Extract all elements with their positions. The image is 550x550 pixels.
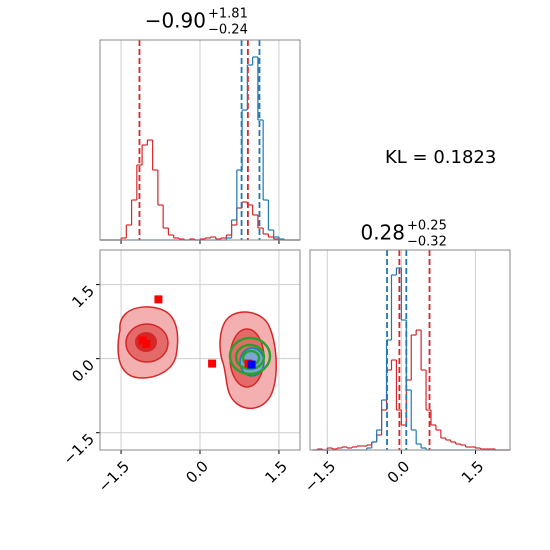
axes-frame — [309, 249, 511, 451]
axes-frame — [99, 39, 301, 241]
contour-green — [234, 343, 266, 371]
contour-green — [228, 336, 272, 376]
marker — [142, 339, 151, 348]
contours — [117, 306, 277, 410]
title-main: −0.90 — [145, 9, 206, 33]
marker — [154, 295, 163, 304]
axes-frame — [99, 249, 301, 451]
title-plus: +0.25 — [407, 219, 447, 234]
title-minus: −0.24 — [208, 23, 248, 38]
title-plus: +1.81 — [208, 7, 248, 22]
marker — [208, 359, 217, 368]
title-main: 0.28 — [360, 221, 405, 245]
kl-annotation: KL = 0.1823 — [385, 147, 496, 168]
title-minus: −0.32 — [407, 235, 447, 250]
marker — [247, 360, 256, 369]
